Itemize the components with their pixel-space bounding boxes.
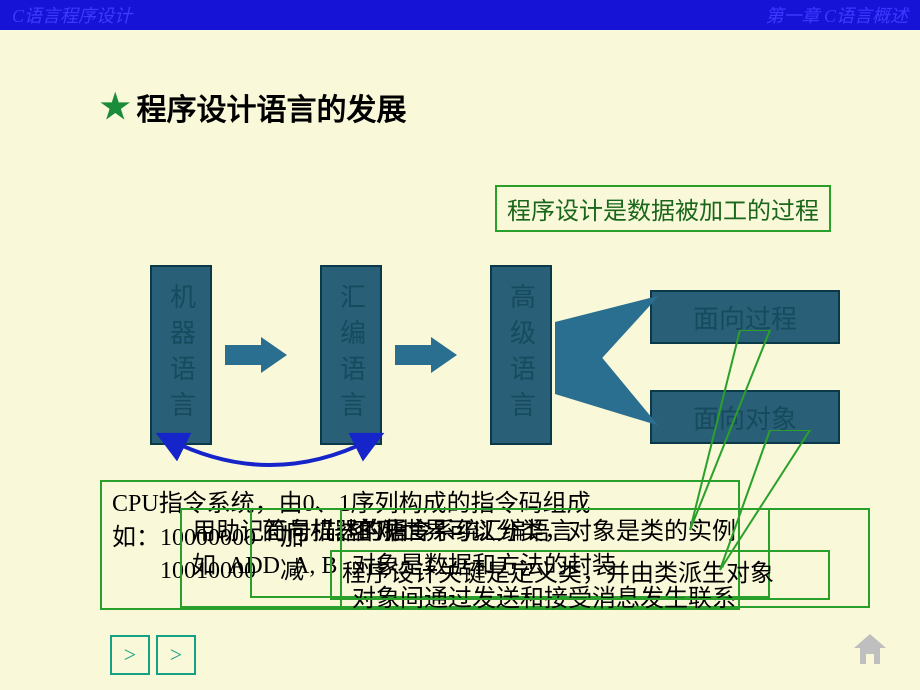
home-icon[interactable]	[850, 630, 890, 670]
nav-next-button[interactable]: >	[156, 635, 196, 675]
nav-prev-button[interactable]: >	[110, 635, 150, 675]
header-left: C语言程序设计	[12, 2, 132, 28]
nav-buttons: > >	[110, 635, 196, 675]
flow-node: 机器语言	[150, 265, 212, 445]
flow-node: 高级语言	[490, 265, 552, 445]
slide-title: ★ 程序设计语言的发展	[100, 85, 406, 129]
annotation-box: 程序设计关键是定义类，并由类派生对象	[330, 550, 830, 600]
annotation-region: CPU指令系统，由0、1序列构成的指令码组成如：10000000 加 10010…	[100, 480, 870, 630]
header-right: 第一章 C语言概述	[765, 2, 908, 28]
star-icon: ★	[100, 87, 130, 127]
callout-box: 程序设计是数据被加工的过程	[495, 185, 831, 232]
slide-header: C语言程序设计 第一章 C语言概述	[0, 0, 920, 30]
flow-node: 汇编语言	[320, 265, 382, 445]
flow-branch: 面向对象	[650, 390, 840, 444]
slide-content: ★ 程序设计语言的发展 程序设计是数据被加工的过程 机器语言 汇编语言 高级语言 面…	[0, 30, 920, 690]
callout-text: 程序设计是数据被加工的过程	[507, 199, 819, 225]
title-text: 程序设计语言的发展	[136, 85, 406, 129]
flow-branch: 面向过程	[650, 290, 840, 344]
